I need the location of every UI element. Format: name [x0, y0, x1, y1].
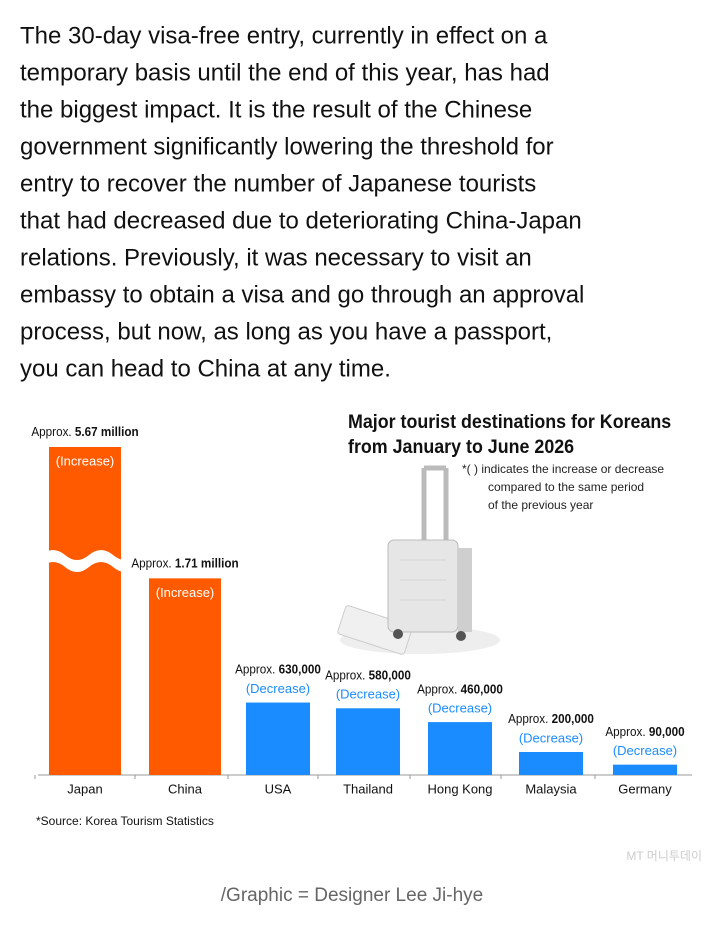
x-tick-label: Japan	[67, 781, 102, 796]
x-tick-label: Germany	[618, 781, 672, 796]
x-tick-label: China	[168, 781, 203, 796]
value-label: Approx. 1.71 million	[131, 556, 238, 571]
suitcase-illustration	[337, 465, 500, 655]
bar	[336, 708, 400, 775]
change-label: (Decrease)	[519, 730, 583, 745]
value-prefix: Approx.	[131, 556, 171, 571]
paragraph-line: the biggest impact. It is the result of …	[20, 96, 532, 123]
change-label: (Decrease)	[336, 687, 400, 702]
value-text: 460,000	[461, 682, 503, 697]
value-text: 5.67 million	[75, 425, 139, 440]
value-prefix: Approx.	[325, 668, 365, 683]
watermark: MT 머니투데이	[626, 849, 702, 863]
value-label: Approx. 90,000	[605, 725, 684, 740]
bar	[519, 752, 583, 775]
paragraph-line: that had decreased due to deteriorating …	[20, 207, 582, 234]
credit: /Graphic = Designer Lee Ji-hye	[221, 885, 483, 906]
value-text: 90,000	[649, 725, 685, 740]
chart: Major tourist destinations for Koreans fr…	[31, 411, 702, 907]
value-label: Approx. 5.67 million	[31, 425, 138, 440]
value-text: 200,000	[552, 712, 594, 727]
change-label: (Increase)	[156, 585, 215, 600]
note: of the previous year	[488, 498, 593, 512]
change-label: (Decrease)	[613, 743, 677, 758]
note: *( ) indicates the increase or decrease	[462, 462, 664, 476]
value-prefix: Approx.	[508, 712, 548, 727]
paragraph-line: you can head to China at any time.	[20, 355, 391, 382]
note: compared to the same period	[488, 480, 644, 494]
bar	[613, 764, 677, 775]
source: *Source: Korea Tourism Statistics	[36, 814, 214, 828]
change-label: (Decrease)	[428, 701, 492, 716]
change-label: (Increase)	[56, 453, 115, 468]
x-tick-label: Thailand	[343, 781, 393, 796]
value-label: Approx. 200,000	[508, 712, 594, 727]
value-prefix: Approx.	[31, 425, 71, 440]
paragraph-line: embassy to obtain a visa and go through …	[20, 281, 584, 308]
bar	[49, 447, 121, 775]
value-text: 1.71 million	[175, 556, 239, 571]
x-tick-label: USA	[265, 781, 292, 796]
x-tick-label: Hong Kong	[427, 781, 492, 796]
axis-break	[41, 550, 137, 572]
bar	[428, 722, 492, 775]
chart-title: Major tourist destinations for Koreans	[348, 411, 671, 433]
paragraph: The 30-day visa-free entry, currently in…	[20, 22, 584, 382]
paragraph-line: entry to recover the number of Japanese …	[20, 170, 536, 197]
value-prefix: Approx.	[417, 682, 457, 697]
paragraph-line: The 30-day visa-free entry, currently in…	[20, 22, 548, 49]
value-text: 580,000	[369, 668, 411, 683]
x-tick-label: Malaysia	[525, 781, 577, 796]
value-label: Approx. 580,000	[325, 668, 411, 683]
value-prefix: Approx.	[605, 725, 645, 740]
chart-title: from January to June 2026	[348, 436, 574, 458]
value-label: Approx. 630,000	[235, 662, 321, 677]
value-text: 630,000	[279, 662, 321, 677]
paragraph-line: government significantly lowering the th…	[20, 133, 554, 160]
paragraph-line: process, but now, as long as you have a …	[20, 318, 552, 345]
paragraph-line: temporary basis until the end of this ye…	[20, 59, 550, 86]
paragraph-line: relations. Previously, it was necessary …	[20, 244, 532, 271]
value-label: Approx. 460,000	[417, 682, 503, 697]
bar	[246, 702, 310, 775]
value-prefix: Approx.	[235, 662, 275, 677]
bar	[149, 578, 221, 775]
change-label: (Decrease)	[246, 681, 310, 696]
